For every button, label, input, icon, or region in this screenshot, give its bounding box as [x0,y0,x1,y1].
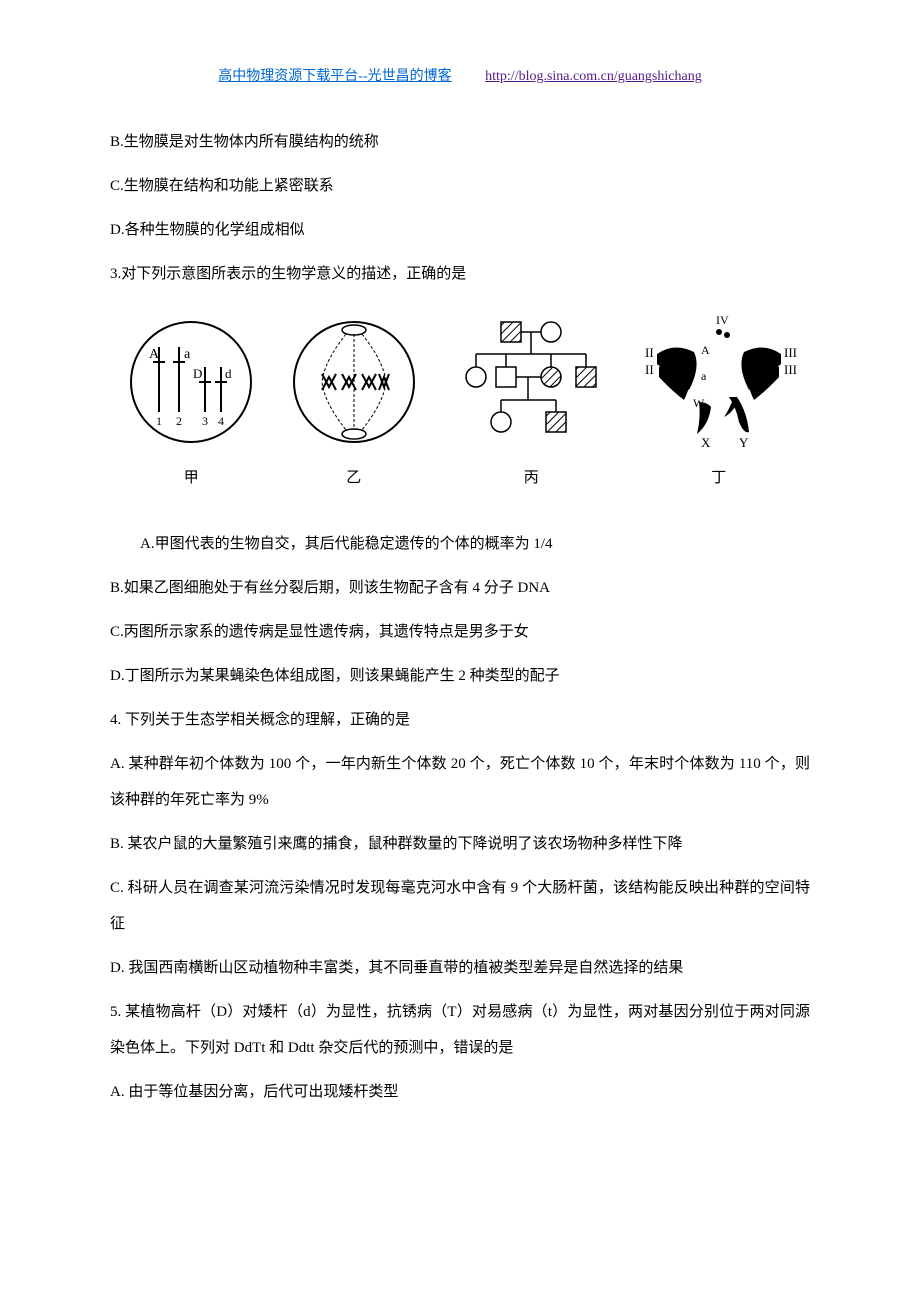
q5-option-a: A. 由于等位基因分离，后代可出现矮杆类型 [110,1074,810,1110]
svg-text:a: a [184,347,191,362]
diagram-row: A a D d 1 2 3 4 甲 [110,312,810,496]
svg-text:III: III [784,345,797,360]
q5-stem: 5. 某植物高杆（D）对矮杆（d）为显性，抗锈病（T）对易感病（t）为显性，两对… [110,994,810,1066]
url-link[interactable]: http://blog.sina.com.cn/guangshichang [485,69,702,84]
q3-option-c: C.丙图所示家系的遗传病是显性遗传病，其遗传特点是男多于女 [110,614,810,650]
svg-text:3: 3 [202,414,208,428]
diagram-yi-svg [284,312,424,452]
diagram-ding: IV II II III III A a W X Y 丁 [639,312,799,496]
svg-text:1: 1 [156,414,162,428]
diagram-jia-svg: A a D d 1 2 3 4 [121,312,261,452]
option-2d: D.各种生物膜的化学组成相似 [110,212,810,248]
blog-link[interactable]: 高中物理资源下载平台--光世昌的博客 [218,69,451,84]
option-2c: C.生物膜在结构和功能上紧密联系 [110,168,810,204]
label-jia: 甲 [121,460,261,496]
q4-option-a: A. 某种群年初个体数为 100 个，一年内新生个体数 20 个，死亡个体数 1… [110,746,810,818]
page-header: 高中物理资源下载平台--光世昌的博客 http://blog.sina.com.… [110,60,810,94]
q3-option-a: A.甲图代表的生物自交，其后代能稳定遗传的个体的概率为 1/4 [110,526,810,562]
diagram-ding-svg: IV II II III III A a W X Y [639,312,799,452]
label-ding: 丁 [639,460,799,496]
svg-text:II: II [645,362,654,377]
label-bing: 丙 [446,460,616,496]
svg-text:III: III [784,362,797,377]
svg-text:a: a [701,369,707,383]
svg-text:X: X [701,435,711,450]
svg-text:II: II [645,345,654,360]
q4-option-b: B. 某农户鼠的大量繁殖引来鹰的捕食，鼠种群数量的下降说明了该农场物种多样性下降 [110,826,810,862]
svg-text:4: 4 [218,414,224,428]
q4-option-c: C. 科研人员在调查某河流污染情况时发现每毫克河水中含有 9 个大肠杆菌，该结构… [110,870,810,942]
svg-text:IV: IV [716,313,729,327]
q3-option-d: D.丁图所示为某果蝇染色体组成图，则该果蝇能产生 2 种类型的配子 [110,658,810,694]
label-yi: 乙 [284,460,424,496]
diagram-jia: A a D d 1 2 3 4 甲 [121,312,261,496]
diagram-bing-svg [446,312,616,452]
svg-text:2: 2 [176,414,182,428]
svg-text:D: D [193,366,202,381]
option-2b: B.生物膜是对生物体内所有膜结构的统称 [110,124,810,160]
svg-text:A: A [701,343,710,357]
diagram-bing: 丙 [446,312,616,496]
q3-option-b: B.如果乙图细胞处于有丝分裂后期，则该生物配子含有 4 分子 DNA [110,570,810,606]
q4-stem: 4. 下列关于生态学相关概念的理解，正确的是 [110,702,810,738]
q3-stem: 3.对下列示意图所表示的生物学意义的描述，正确的是 [110,256,810,292]
diagram-yi: 乙 [284,312,424,496]
svg-text:d: d [225,366,232,381]
q4-option-d: D. 我国西南横断山区动植物种丰富类，其不同垂直带的植被类型差异是自然选择的结果 [110,950,810,986]
svg-text:A: A [149,347,160,362]
svg-text:Y: Y [739,435,749,450]
